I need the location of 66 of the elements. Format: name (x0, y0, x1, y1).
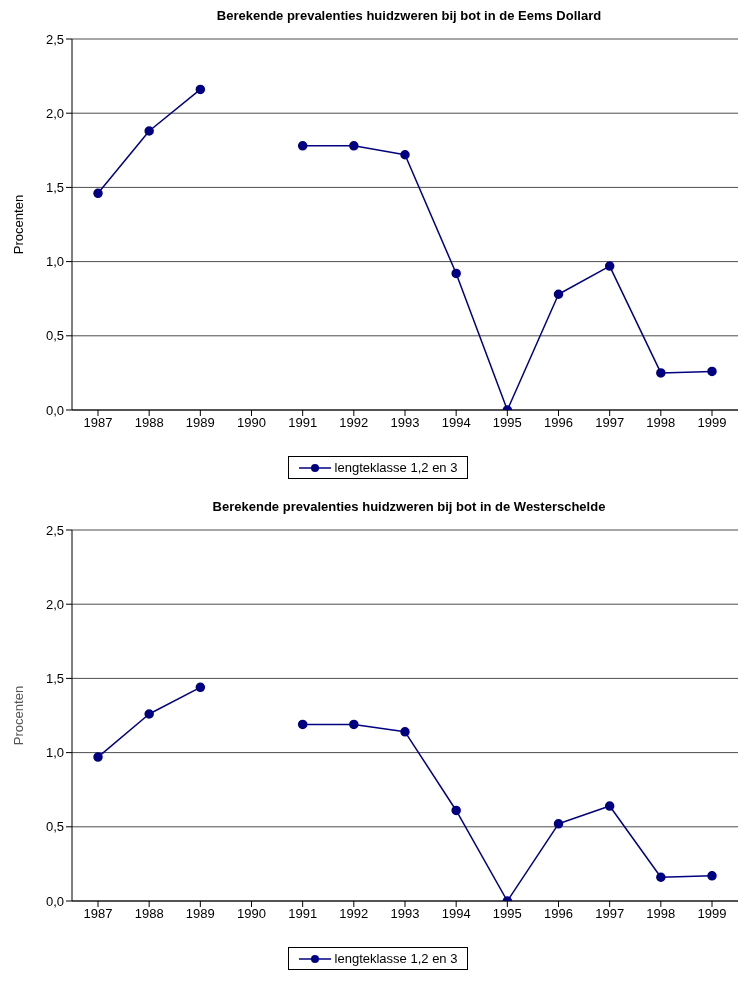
y-tick-label: 2,5 (45, 31, 64, 47)
x-tick-label: 1992 (339, 415, 369, 431)
x-tick-label: 1997 (595, 415, 625, 431)
y-tick-label: 0,0 (45, 893, 64, 909)
point (707, 871, 717, 881)
legend-label: lengteklasse 1,2 en 3 (334, 460, 458, 475)
x-tick-label: 1997 (595, 906, 625, 922)
y-axis-title: Procenten (10, 194, 26, 255)
point (93, 188, 103, 199)
point (604, 801, 615, 811)
x-tick-label: 1999 (697, 415, 727, 431)
y-tick-label: 0,5 (45, 328, 64, 344)
x-tick-label: 1990 (237, 415, 266, 431)
point (451, 268, 461, 279)
point (93, 752, 103, 762)
point (144, 126, 154, 136)
point (707, 366, 717, 377)
point (195, 84, 206, 95)
x-tick-label: 1993 (390, 415, 420, 431)
x-tick-label: 1987 (83, 415, 113, 431)
x-tick-label: 1988 (134, 906, 164, 922)
x-tick-label: 1989 (185, 906, 215, 922)
x-tick-label: 1991 (288, 906, 318, 922)
point (195, 682, 206, 693)
x-tick-label: 1989 (185, 415, 215, 431)
x-tick-label: 1996 (544, 415, 573, 431)
y-tick-label: 1,5 (45, 180, 64, 196)
point (349, 141, 359, 151)
x-tick-label: 1992 (339, 906, 369, 922)
x-tick-label: 1991 (288, 415, 318, 431)
x-tick-label: 1995 (492, 906, 522, 922)
point (400, 727, 410, 737)
y-tick-label: 1,5 (45, 671, 64, 687)
point (553, 819, 564, 829)
y-tick-label: 0,0 (45, 402, 64, 418)
x-tick-label: 1993 (390, 906, 420, 922)
y-tick-label: 1,0 (45, 254, 64, 270)
y-tick-label: 0,5 (45, 819, 64, 835)
y-tick-label: 2,0 (45, 596, 64, 612)
y-tick-label: 2,5 (45, 522, 64, 538)
point (604, 261, 615, 271)
point (656, 872, 666, 883)
point (656, 368, 666, 378)
point (297, 719, 308, 730)
x-tick-label: 1990 (237, 906, 266, 922)
y-tick-label: 1,0 (45, 745, 64, 761)
x-tick-label: 1994 (441, 906, 471, 922)
point (349, 719, 359, 730)
chart-title: Berekende prevalenties huidzweren bij bot in de Westerschelde (211, 499, 607, 514)
x-tick-label: 1999 (697, 906, 727, 922)
legend-label: lengteklasse 1,2 en 3 (334, 951, 458, 966)
point (297, 141, 308, 151)
x-tick-label: 1988 (134, 415, 164, 431)
x-tick-label: 1996 (544, 906, 573, 922)
y-tick-label: 2,0 (45, 105, 64, 121)
point (451, 805, 461, 816)
y-axis-title: Procenten (10, 685, 26, 746)
point (144, 709, 154, 719)
x-tick-label: 1987 (83, 906, 113, 922)
x-tick-label: 1998 (646, 906, 676, 922)
point (400, 150, 410, 160)
x-tick-label: 1995 (492, 415, 522, 431)
x-tick-label: 1994 (441, 415, 471, 431)
point (553, 289, 564, 299)
chart-title: Berekende prevalenties huidzweren bij bot in de Eems Dollard (215, 8, 603, 23)
x-tick-label: 1998 (646, 415, 676, 431)
